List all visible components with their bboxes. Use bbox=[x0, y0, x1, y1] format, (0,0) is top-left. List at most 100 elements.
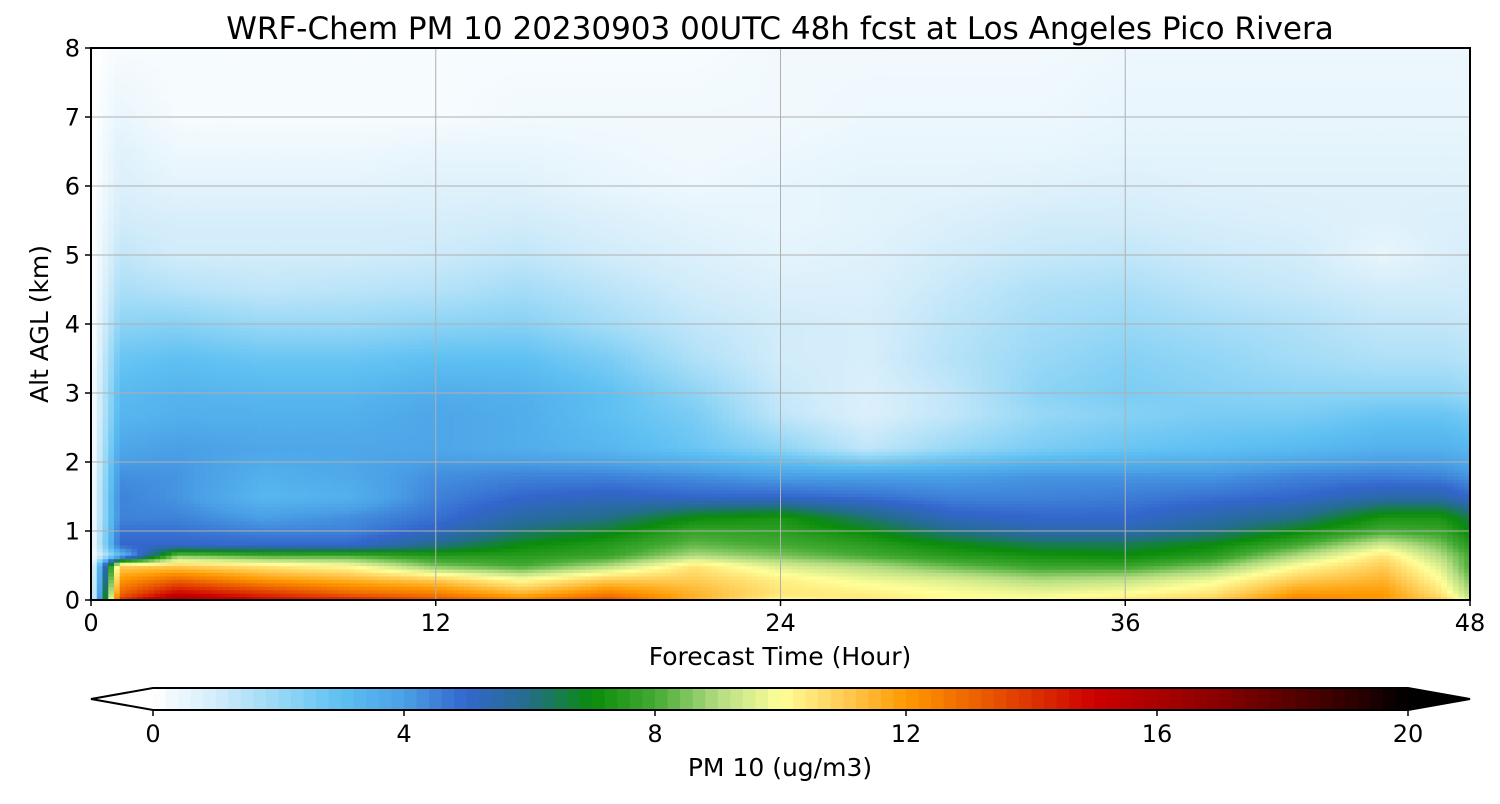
heatmap-cell bbox=[597, 586, 603, 590]
heatmap-cell bbox=[982, 566, 988, 570]
heatmap-cell bbox=[999, 541, 1005, 545]
heatmap-cell bbox=[407, 579, 413, 583]
heatmap-cell bbox=[712, 572, 718, 576]
heatmap-cell bbox=[436, 586, 442, 590]
heatmap-cell bbox=[1459, 576, 1465, 580]
heatmap-cell bbox=[1217, 541, 1223, 545]
heatmap-cell bbox=[1246, 586, 1252, 590]
heatmap-cell bbox=[735, 590, 741, 594]
heatmap-cell bbox=[442, 572, 448, 576]
heatmap-cell bbox=[861, 562, 867, 566]
heatmap-cell bbox=[781, 538, 787, 542]
heatmap-cell bbox=[729, 590, 735, 594]
heatmap-cell bbox=[878, 566, 884, 570]
heatmap-cell bbox=[367, 576, 373, 580]
heatmap-cell bbox=[304, 559, 310, 563]
heatmap-cell bbox=[999, 576, 1005, 580]
heatmap-cell bbox=[987, 555, 993, 559]
heatmap-cell bbox=[1275, 548, 1281, 552]
heatmap-cell bbox=[373, 569, 379, 573]
heatmap-cell bbox=[729, 579, 735, 583]
heatmap-cell bbox=[166, 534, 172, 538]
heatmap-cell bbox=[712, 548, 718, 552]
heatmap-cell bbox=[1188, 538, 1194, 542]
heatmap-cell bbox=[1183, 545, 1189, 549]
heatmap-cell bbox=[1321, 559, 1327, 563]
heatmap-cell bbox=[1459, 559, 1465, 563]
heatmap-cell bbox=[1091, 572, 1097, 576]
heatmap-cell bbox=[286, 552, 292, 556]
heatmap-cell bbox=[1395, 531, 1401, 535]
heatmap-cell bbox=[930, 548, 936, 552]
heatmap-cell bbox=[1183, 552, 1189, 556]
heatmap-cell bbox=[229, 541, 235, 545]
heatmap-cell bbox=[263, 538, 269, 542]
heatmap-cell bbox=[792, 559, 798, 563]
heatmap-cell bbox=[1361, 545, 1367, 549]
heatmap-cell bbox=[579, 572, 585, 576]
heatmap-cell bbox=[735, 586, 741, 590]
heatmap-cell bbox=[1447, 552, 1453, 556]
heatmap-cell bbox=[482, 572, 488, 576]
heatmap-cell bbox=[1223, 531, 1229, 535]
heatmap-cell bbox=[1217, 590, 1223, 594]
heatmap-cell bbox=[832, 586, 838, 590]
heatmap-cell bbox=[338, 586, 344, 590]
heatmap-cell bbox=[551, 576, 557, 580]
heatmap-cell bbox=[1142, 552, 1148, 556]
heatmap-cell bbox=[683, 569, 689, 573]
heatmap-cell bbox=[275, 562, 281, 566]
heatmap-cell bbox=[815, 569, 821, 573]
heatmap-cell bbox=[1338, 552, 1344, 556]
heatmap-cell bbox=[539, 572, 545, 576]
heatmap-cell bbox=[1286, 566, 1292, 570]
heatmap-cell bbox=[327, 593, 333, 597]
heatmap-cell bbox=[574, 569, 580, 573]
heatmap-cell bbox=[1441, 586, 1447, 590]
heatmap-cell bbox=[1200, 541, 1206, 545]
heatmap-cell bbox=[758, 531, 764, 535]
heatmap-cell bbox=[936, 566, 942, 570]
heatmap-cell bbox=[1062, 569, 1068, 573]
heatmap-cell bbox=[1200, 548, 1206, 552]
heatmap-cell bbox=[637, 593, 643, 597]
heatmap-cell bbox=[1033, 569, 1039, 573]
heatmap-cell bbox=[982, 552, 988, 556]
heatmap-cell bbox=[160, 531, 166, 535]
heatmap-cell bbox=[424, 538, 430, 542]
heatmap-cell bbox=[930, 586, 936, 590]
heatmap-cell bbox=[1401, 531, 1407, 535]
heatmap-cell bbox=[1079, 548, 1085, 552]
heatmap-cell bbox=[1338, 541, 1344, 545]
heatmap-cell bbox=[401, 552, 407, 556]
heatmap-cell bbox=[689, 555, 695, 559]
heatmap-cell bbox=[194, 531, 200, 535]
heatmap-cell bbox=[212, 534, 218, 538]
heatmap-cell bbox=[1229, 541, 1235, 545]
heatmap-cell bbox=[137, 555, 143, 559]
heatmap-cell bbox=[1257, 569, 1263, 573]
heatmap-cell bbox=[758, 566, 764, 570]
heatmap-cell bbox=[1355, 534, 1361, 538]
heatmap-cell bbox=[114, 538, 120, 542]
heatmap-cell bbox=[223, 586, 229, 590]
heatmap-cell bbox=[729, 562, 735, 566]
heatmap-cell bbox=[901, 555, 907, 559]
heatmap-cell bbox=[355, 534, 361, 538]
heatmap-cell bbox=[562, 590, 568, 594]
heatmap-cell bbox=[637, 569, 643, 573]
heatmap-cell bbox=[275, 534, 281, 538]
heatmap-cell bbox=[987, 566, 993, 570]
heatmap-cell bbox=[1005, 552, 1011, 556]
heatmap-cell bbox=[304, 569, 310, 573]
heatmap-cell bbox=[246, 576, 252, 580]
heatmap-cell bbox=[189, 590, 195, 594]
heatmap-cell bbox=[263, 555, 269, 559]
heatmap-cell bbox=[597, 531, 603, 535]
heatmap-cell bbox=[154, 593, 160, 597]
heatmap-cell bbox=[1338, 583, 1344, 587]
heatmap-cell bbox=[890, 562, 896, 566]
heatmap-cell bbox=[1269, 548, 1275, 552]
heatmap-cell bbox=[1384, 545, 1390, 549]
heatmap-cell bbox=[1240, 559, 1246, 563]
